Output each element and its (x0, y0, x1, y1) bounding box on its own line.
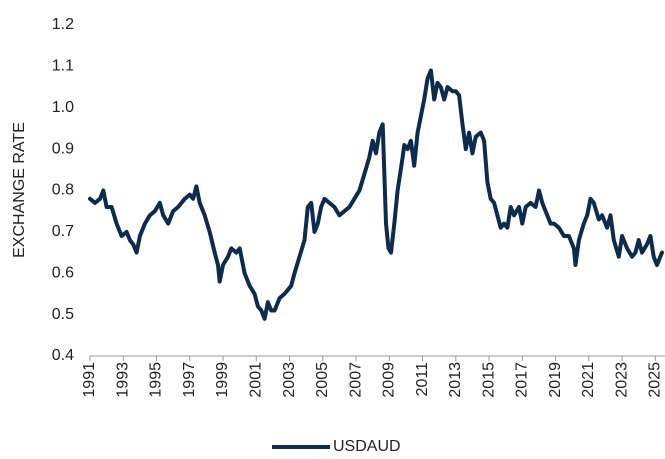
x-tick-label: 2011 (414, 362, 431, 397)
y-tick-label: 1.1 (52, 58, 74, 75)
x-tick-label: 1999 (214, 362, 231, 398)
y-tick-label: 0.4 (52, 347, 74, 364)
x-tick-label: 1995 (148, 362, 165, 398)
y-tick-label: 0.5 (52, 306, 74, 323)
y-tick-label: 1.0 (52, 99, 74, 116)
x-tick-label: 2005 (314, 362, 331, 398)
x-tick-label: 2023 (613, 362, 630, 398)
y-axis-label: EXCHANGE RATE (11, 122, 28, 258)
x-tick-label: 2025 (647, 362, 664, 398)
x-tick-label: 2007 (347, 362, 364, 398)
x-tick-label: 2017 (514, 362, 531, 398)
x-tick-label: 2001 (247, 362, 264, 398)
x-tick-label: 1993 (114, 362, 131, 398)
x-tick-label: 2013 (447, 362, 464, 398)
x-tick-label: 2015 (480, 362, 497, 398)
y-tick-label: 0.7 (52, 223, 74, 240)
x-tick-label: 2019 (547, 362, 564, 398)
y-tick-label: 1.2 (52, 16, 74, 33)
x-tick-label: 1991 (81, 362, 98, 398)
data-line (88, 68, 664, 321)
x-tick-label: 2009 (381, 362, 398, 398)
y-tick-label: 0.6 (52, 264, 74, 281)
x-tick-label: 1997 (181, 362, 198, 398)
x-tick-label: 2003 (281, 362, 298, 398)
y-tick-label: 0.8 (52, 182, 74, 199)
legend-label: USDAUD (333, 438, 401, 455)
y-tick-label: 0.9 (52, 140, 74, 157)
x-tick-label: 2021 (580, 362, 597, 398)
